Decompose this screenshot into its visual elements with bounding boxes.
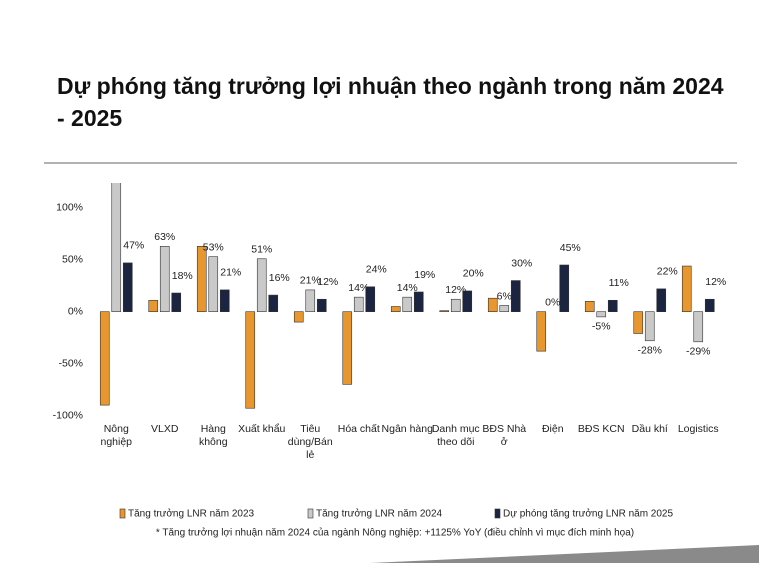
- bar: [316, 298, 327, 313]
- bar: [122, 262, 133, 313]
- y-tick-label: -50%: [58, 357, 83, 369]
- bar: [293, 311, 304, 323]
- legend-swatch: [494, 508, 501, 519]
- bar: [342, 311, 353, 385]
- chart-title: Dự phóng tăng trưởng lợi nhuận theo ngàn…: [57, 73, 724, 131]
- bar: [111, 183, 122, 313]
- bar: [196, 246, 207, 313]
- bar: [450, 298, 461, 313]
- bar: [245, 311, 256, 409]
- value-label: 19%: [414, 269, 435, 281]
- bar: [99, 311, 110, 406]
- x-tick-label: Logistics: [677, 423, 719, 435]
- value-label: 0%: [545, 296, 560, 308]
- bar: [607, 299, 618, 313]
- value-label: 6%: [497, 290, 512, 302]
- bar: [499, 305, 510, 313]
- legend-label: Tăng trưởng LNR năm 2023: [128, 508, 255, 520]
- value-label: 24%: [366, 264, 387, 276]
- corner-decoration: [370, 545, 759, 563]
- value-label: 21%: [300, 275, 321, 287]
- bar: [510, 280, 521, 313]
- x-tick-label: Tiêu dùng/Bán lẻ: [287, 423, 333, 461]
- value-label: 63%: [154, 231, 175, 243]
- x-tick-label: VLXD: [151, 423, 179, 435]
- x-tick-label: BĐS Nhà ở: [482, 423, 527, 448]
- value-label: -5%: [592, 321, 611, 333]
- x-tick-label: Nông nghiệp: [100, 423, 133, 448]
- value-label: 12%: [317, 276, 338, 288]
- value-label: 21%: [220, 267, 241, 279]
- value-label: 14%: [348, 282, 369, 294]
- bar: [159, 246, 170, 313]
- bar: [268, 294, 279, 313]
- bar: [305, 289, 316, 313]
- bar: [693, 311, 704, 343]
- value-label: 47%: [123, 240, 144, 252]
- value-label: 20%: [463, 268, 484, 280]
- bar: [365, 286, 376, 313]
- bar: [353, 296, 364, 313]
- bar: [487, 297, 498, 313]
- value-label: 51%: [251, 244, 272, 256]
- bar: [644, 311, 655, 342]
- x-tick-label: Hóa chất: [337, 423, 380, 435]
- legend-label: Tăng trưởng LNR năm 2024: [316, 508, 443, 520]
- x-tick-label: Hàng không: [198, 423, 228, 448]
- y-tick-label: -100%: [53, 409, 83, 421]
- value-label: -29%: [686, 346, 711, 358]
- bar: [462, 290, 473, 313]
- value-label: 53%: [203, 241, 224, 253]
- x-tick-label: Danh mục theo dõi: [431, 423, 480, 448]
- bar: [681, 265, 692, 313]
- x-tick-label: BĐS KCN: [577, 423, 625, 435]
- value-label: 45%: [560, 242, 581, 254]
- bar: [596, 311, 607, 318]
- y-tick-label: 0%: [68, 305, 83, 317]
- x-tick-label: Xuất khẩu: [238, 423, 286, 435]
- bar: [148, 299, 159, 313]
- bar: [536, 311, 547, 352]
- bar: [559, 264, 570, 313]
- value-label: 16%: [269, 272, 290, 284]
- bar: [208, 256, 219, 313]
- x-tick-label: Ngân hàng: [381, 423, 433, 435]
- bar: [656, 288, 667, 313]
- legend-swatch: [307, 508, 314, 519]
- value-label: 12%: [445, 284, 466, 296]
- bar: [390, 306, 401, 313]
- footnote: * Tăng trưởng lợi nhuận năm 2024 của ngà…: [156, 527, 634, 539]
- bar: [704, 298, 715, 313]
- x-tick-label: Dầu khí: [631, 423, 668, 435]
- value-label: 22%: [657, 266, 678, 278]
- y-tick-label: 50%: [62, 254, 83, 266]
- y-tick-label: 100%: [56, 202, 83, 214]
- value-label: 12%: [705, 276, 726, 288]
- bar: [256, 258, 267, 313]
- bar: [219, 289, 230, 313]
- value-label: 14%: [397, 282, 418, 294]
- legend-label: Dự phóng tăng trưởng LNR năm 2025: [503, 508, 673, 520]
- value-label: -28%: [637, 345, 662, 357]
- bar: [402, 296, 413, 313]
- value-label: 18%: [172, 270, 193, 282]
- bar: [413, 291, 424, 313]
- bar: [633, 311, 644, 334]
- bar: [171, 292, 182, 313]
- bar: [584, 301, 595, 313]
- bar: [439, 310, 450, 313]
- x-tick-label: Điện: [541, 423, 564, 435]
- legend-swatch: [119, 508, 126, 519]
- value-label: 30%: [511, 257, 532, 269]
- value-label: 11%: [609, 277, 629, 289]
